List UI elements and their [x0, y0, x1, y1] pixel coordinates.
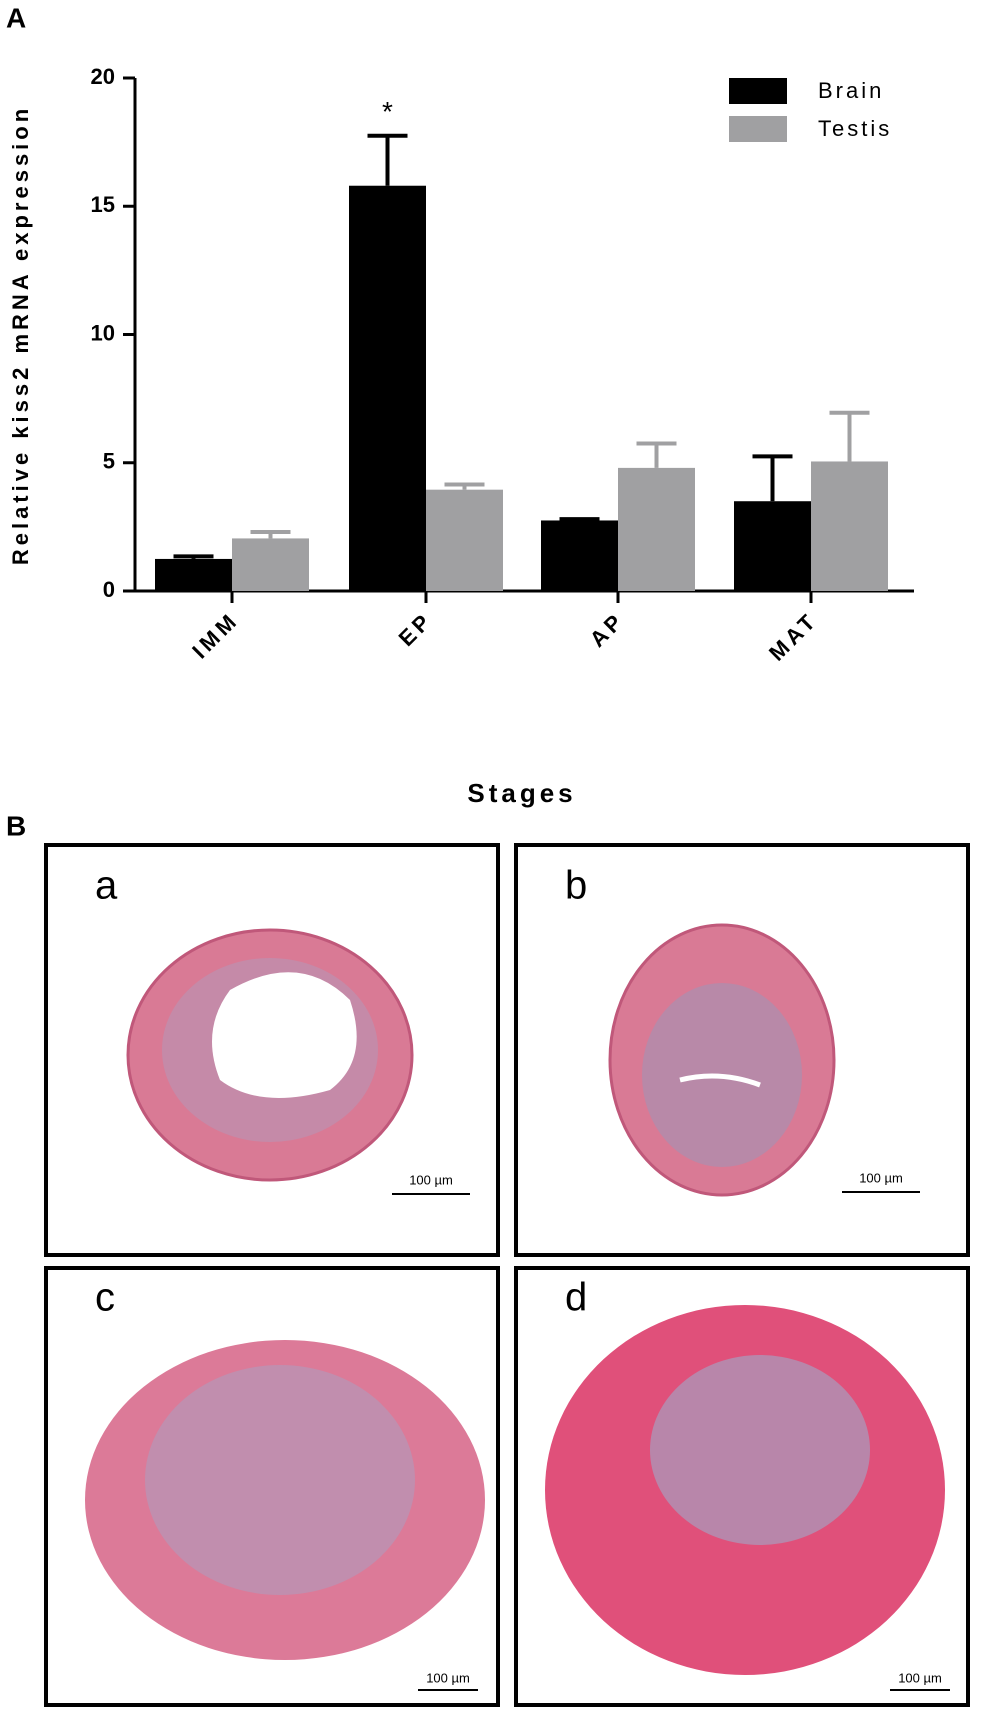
annotation: *: [382, 96, 393, 127]
panel-sublabel: b: [565, 864, 587, 908]
bar: [155, 558, 232, 591]
legend-swatch: [729, 116, 787, 142]
bar: [349, 185, 426, 592]
panel-label: A: [6, 2, 26, 33]
panel-sublabel: c: [95, 1276, 115, 1320]
micrograph: [212, 972, 357, 1098]
bar: [734, 501, 811, 591]
y-tick-label: 10: [91, 320, 115, 345]
micrograph: [650, 1355, 870, 1545]
x-tick-label: IMM: [187, 607, 243, 663]
scale-label: 100 µm: [898, 1670, 942, 1685]
micrograph-panels: [44, 843, 970, 1707]
y-tick-label: 0: [103, 577, 115, 602]
scale-label: 100 µm: [859, 1170, 903, 1185]
bar: [232, 538, 309, 591]
bar: [618, 467, 695, 591]
legend-label: Brain: [818, 78, 884, 103]
panel-sublabel: d: [565, 1276, 587, 1320]
y-tick-label: 15: [91, 192, 115, 217]
legend-label: Testis: [818, 116, 892, 141]
micrograph: [679, 1073, 761, 1088]
legend-swatch: [729, 78, 787, 104]
bar: [426, 489, 503, 591]
y-tick-label: 20: [91, 64, 115, 89]
panel-sublabel: a: [95, 864, 118, 908]
bar: [811, 461, 888, 591]
x-axis-label: Stages: [467, 778, 576, 808]
scale-label: 100 µm: [409, 1172, 453, 1187]
y-axis-label: Relative kiss2 mRNA expression: [8, 105, 33, 565]
x-tick-label: EP: [394, 607, 438, 651]
x-tick-label: AP: [585, 607, 630, 652]
bar: [541, 520, 618, 591]
micrograph: [145, 1365, 415, 1595]
scale-label: 100 µm: [426, 1670, 470, 1685]
x-tick-label: MAT: [764, 607, 823, 666]
y-tick-label: 5: [103, 449, 115, 474]
panel-label: B: [6, 810, 26, 841]
